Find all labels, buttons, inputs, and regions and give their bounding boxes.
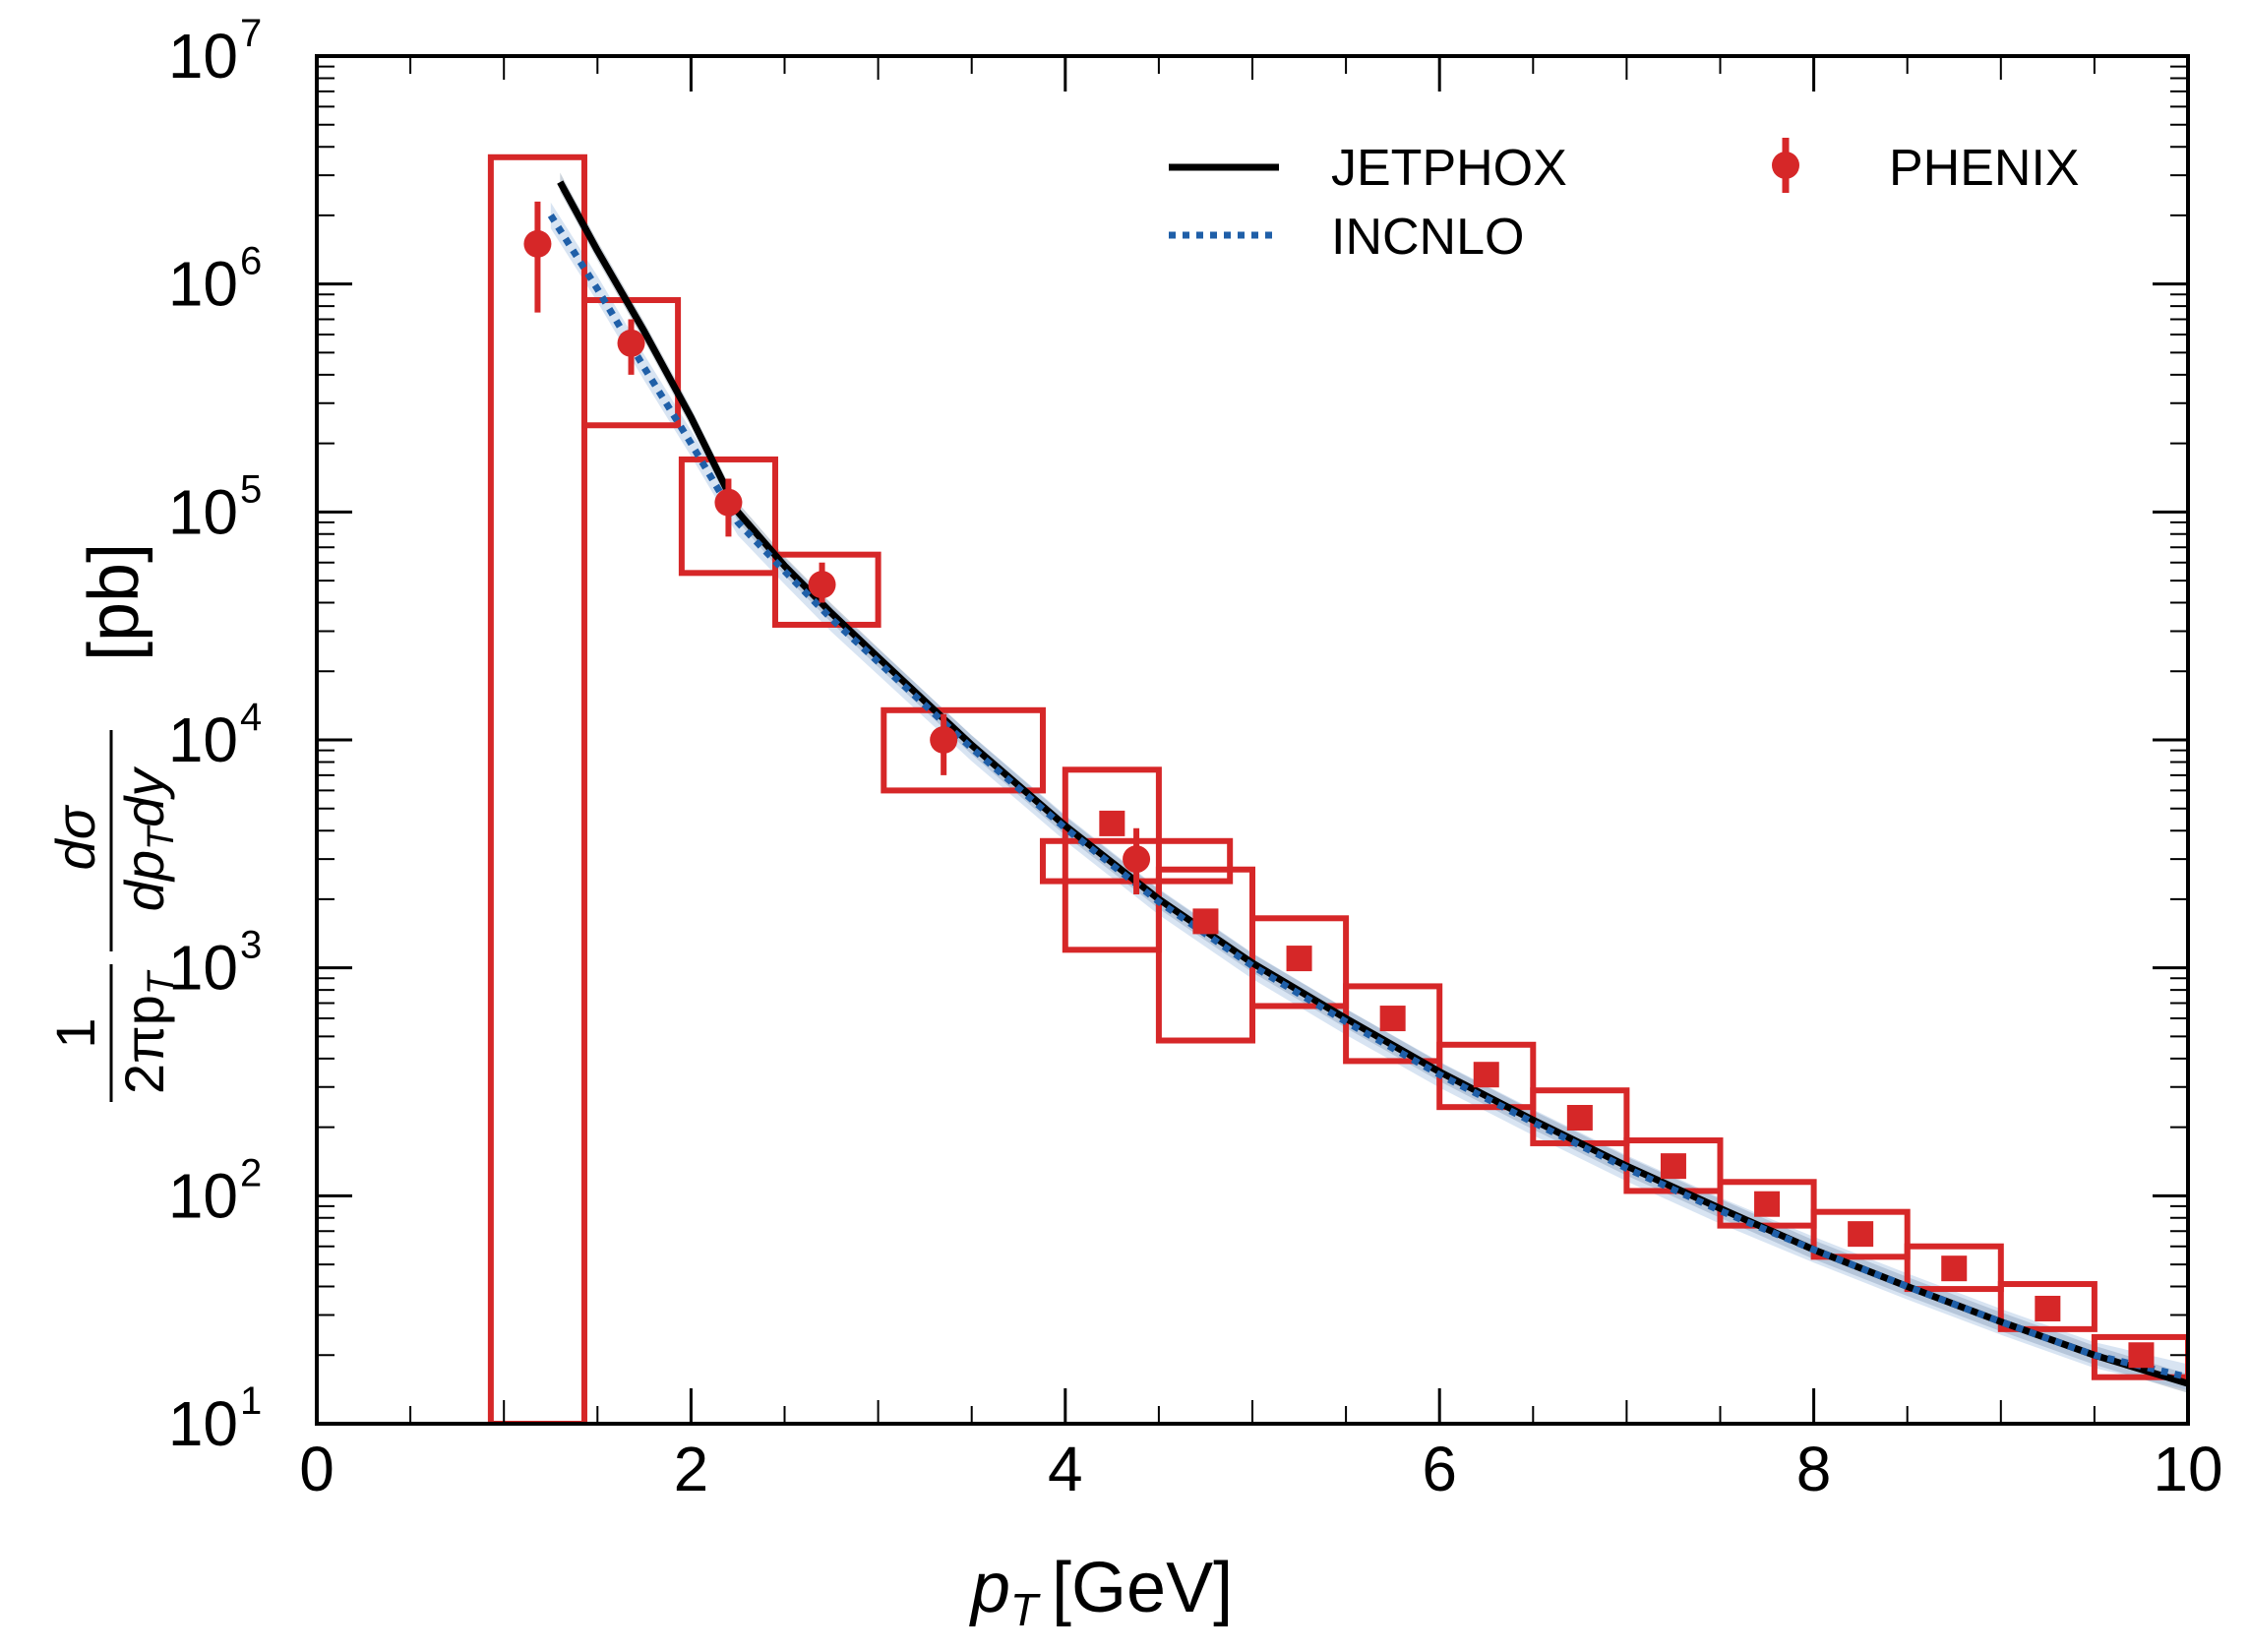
y-tick-label: 10 xyxy=(168,933,238,1004)
legend-label-incnlo: INCNLO xyxy=(1331,209,1524,266)
phenix-point xyxy=(1379,1006,1406,1032)
y-tick-label: 10 xyxy=(168,1160,238,1231)
phenix-point xyxy=(930,726,958,754)
phenix-point xyxy=(714,488,743,517)
systematic-box xyxy=(1062,766,1162,953)
uncertainty-band-0 xyxy=(560,172,2188,1393)
x-tick-label: 0 xyxy=(299,1434,334,1504)
systematic-box xyxy=(771,551,881,628)
legend-label-jetphox: JETPHOX xyxy=(1331,140,1567,197)
systematic-box xyxy=(1904,1243,2004,1293)
phenix-point xyxy=(617,329,645,357)
legend-swatch-phenix-marker xyxy=(1772,152,1799,179)
phenix-point xyxy=(1099,810,1125,836)
y-label-prefactor-den: 2πpT xyxy=(113,969,182,1094)
systematic-box xyxy=(1997,1281,2097,1332)
phenix-point xyxy=(1848,1221,1874,1248)
y-axis-label: 1 2πpT dσ dpTdy [pb] xyxy=(44,543,182,1102)
y-tick-label: 10 xyxy=(168,1388,238,1459)
phenix-point xyxy=(1192,908,1219,935)
theory-curves xyxy=(547,180,2188,1387)
y-tick-exponent: 3 xyxy=(240,924,262,967)
x-tick-label: 2 xyxy=(674,1434,709,1504)
y-label-one: 1 xyxy=(44,1017,106,1048)
y-tick-label: 10 xyxy=(168,249,238,320)
y-tick-exponent: 2 xyxy=(240,1151,262,1194)
legend-label-phenix: PHENIX xyxy=(1889,140,2080,197)
y-tick-exponent: 4 xyxy=(240,696,262,739)
systematic-box xyxy=(881,706,1046,794)
phenix-point xyxy=(1941,1255,1968,1282)
y-tick-exponent: 7 xyxy=(240,12,262,55)
x-tick-label: 10 xyxy=(2153,1434,2222,1504)
phenix-point xyxy=(808,571,836,599)
data-points xyxy=(523,201,2155,1369)
systematic-box xyxy=(580,297,682,429)
jetphox-line xyxy=(557,180,2188,1387)
x-axis-label: pT [GeV] xyxy=(969,1549,1233,1635)
phenix-point xyxy=(1754,1191,1781,1217)
y-tick-exponent: 5 xyxy=(240,467,262,511)
phenix-point xyxy=(1286,946,1312,972)
y-label-unit: [pb] xyxy=(75,543,153,661)
y-tick-exponent: 1 xyxy=(240,1379,262,1423)
systematic-box xyxy=(678,456,778,577)
phenix-point xyxy=(2128,1342,2155,1369)
y-tick-label: 10 xyxy=(168,704,238,775)
uncertainty-band-1 xyxy=(550,202,2188,1390)
phenix-point xyxy=(1123,845,1151,874)
x-tick-label: 8 xyxy=(1796,1434,1832,1504)
phenix-point xyxy=(523,229,552,258)
phenix-point xyxy=(2035,1295,2061,1321)
y-label-den: dpTdy xyxy=(113,766,182,912)
phenix-point xyxy=(1473,1062,1499,1088)
y-label-num: dσ xyxy=(44,804,106,870)
x-tick-label: 6 xyxy=(1422,1434,1457,1504)
systematic-boxes xyxy=(487,153,2188,1424)
incnlo-line xyxy=(547,214,2188,1381)
phenix-point xyxy=(1566,1105,1593,1132)
y-tick-exponent: 6 xyxy=(240,240,262,283)
systematic-box xyxy=(487,153,587,1424)
y-tick-label: 10 xyxy=(168,476,238,547)
legend: JETPHOX INCNLO PHENIX xyxy=(1169,138,2080,266)
systematic-box xyxy=(1343,983,1443,1065)
x-tick-label: 4 xyxy=(1048,1434,1083,1504)
uncertainty-bands xyxy=(550,172,2188,1393)
systematic-box xyxy=(1810,1208,1911,1260)
phenix-point xyxy=(1660,1153,1686,1180)
y-tick-label: 10 xyxy=(168,21,238,92)
